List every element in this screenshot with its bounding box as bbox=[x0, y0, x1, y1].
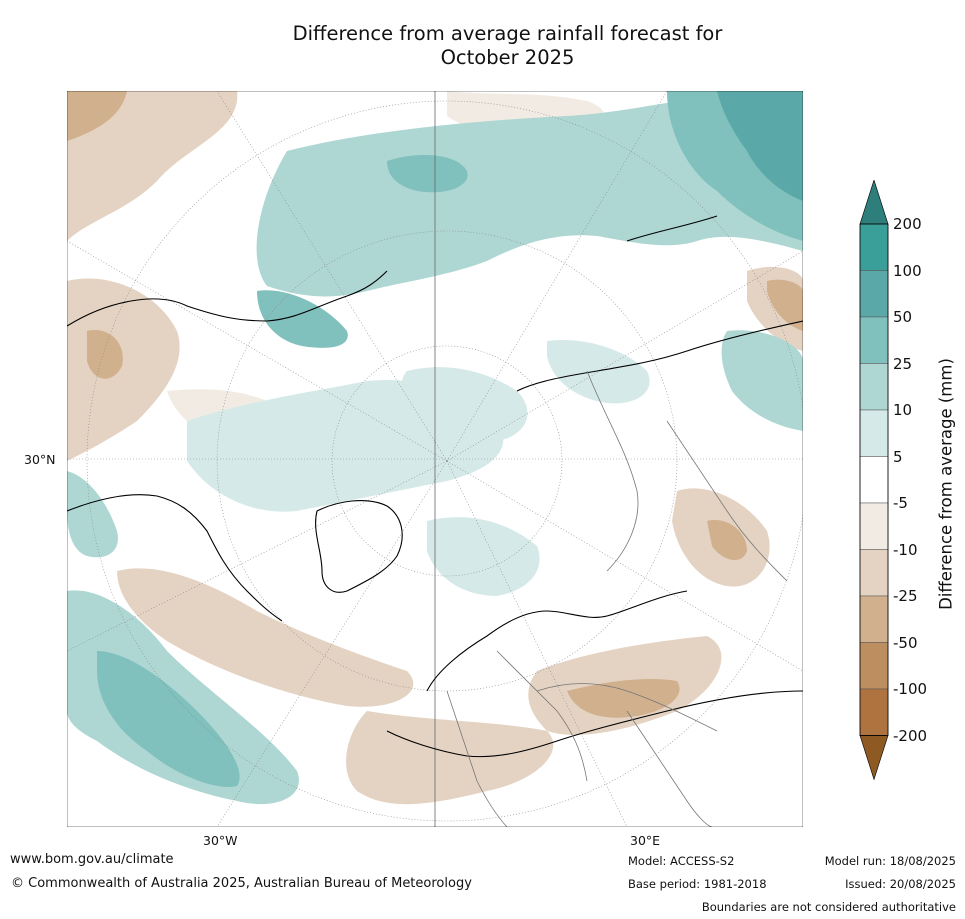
chart-title: Difference from average rainfall forecas… bbox=[150, 22, 865, 70]
colorbar-tick-label: -25 bbox=[893, 587, 918, 605]
boundaries-disclaimer: Boundaries are not considered authoritat… bbox=[701, 900, 956, 914]
lon-label-30e: 30°E bbox=[630, 833, 661, 848]
graticule bbox=[67, 91, 803, 827]
colorbar-segment bbox=[859, 270, 889, 318]
copyright-notice: © Commonwealth of Australia 2025, Austra… bbox=[11, 876, 472, 891]
colorbar-tick-label: 10 bbox=[893, 401, 913, 419]
colorbar-extend-top bbox=[859, 180, 889, 225]
colorbar-segment bbox=[859, 688, 889, 736]
colorbar-outline bbox=[859, 223, 889, 736]
colorbar-segment bbox=[859, 595, 889, 643]
title-line-2: October 2025 bbox=[440, 46, 575, 69]
colorbar-tick-label: -100 bbox=[893, 680, 928, 698]
colorbar-segments bbox=[859, 180, 889, 781]
colorbar-extend-bottom bbox=[859, 735, 889, 781]
colorbar-tick-label: -200 bbox=[893, 726, 928, 745]
model-run-date: Model run: 18/08/2025 bbox=[824, 854, 956, 868]
colorbar-segment bbox=[859, 456, 889, 504]
issued-date: Issued: 20/08/2025 bbox=[845, 877, 956, 891]
colorbar-tick-label: 5 bbox=[893, 447, 903, 466]
country-borders bbox=[446, 370, 788, 827]
colorbar-tick-label: 25 bbox=[893, 354, 913, 373]
colorbar-segment bbox=[859, 316, 889, 364]
colorbar-segment bbox=[859, 502, 889, 550]
rainfall-anomaly-layer bbox=[67, 91, 803, 805]
base-period: Base period: 1981-2018 bbox=[628, 877, 767, 891]
colorbar-tick-label: 100 bbox=[893, 261, 922, 280]
lat-label-30n: 30°N bbox=[24, 452, 56, 467]
lon-label-30w: 30°W bbox=[203, 833, 238, 848]
colorbar-tick-label: -50 bbox=[893, 633, 918, 652]
colorbar-segment bbox=[859, 363, 889, 411]
colorbar-tick-label: 200 bbox=[893, 215, 922, 233]
forecast-map[interactable] bbox=[67, 91, 803, 827]
model-info: Model: ACCESS-S2 bbox=[628, 854, 735, 868]
colorbar-title: Difference from average (mm) bbox=[936, 358, 956, 610]
colorbar bbox=[859, 180, 889, 781]
colorbar-tick-label: 50 bbox=[893, 308, 913, 326]
colorbar-segment bbox=[859, 223, 889, 271]
title-line-1: Difference from average rainfall forecas… bbox=[292, 22, 723, 45]
colorbar-tick-label: -5 bbox=[893, 494, 908, 512]
colorbar-segment bbox=[859, 409, 889, 457]
colorbar-tick-label: -10 bbox=[893, 540, 918, 559]
colorbar-segment bbox=[859, 549, 889, 597]
coastlines bbox=[67, 215, 803, 758]
colorbar-segment bbox=[859, 642, 889, 690]
website-url[interactable]: www.bom.gov.au/climate bbox=[10, 852, 174, 867]
